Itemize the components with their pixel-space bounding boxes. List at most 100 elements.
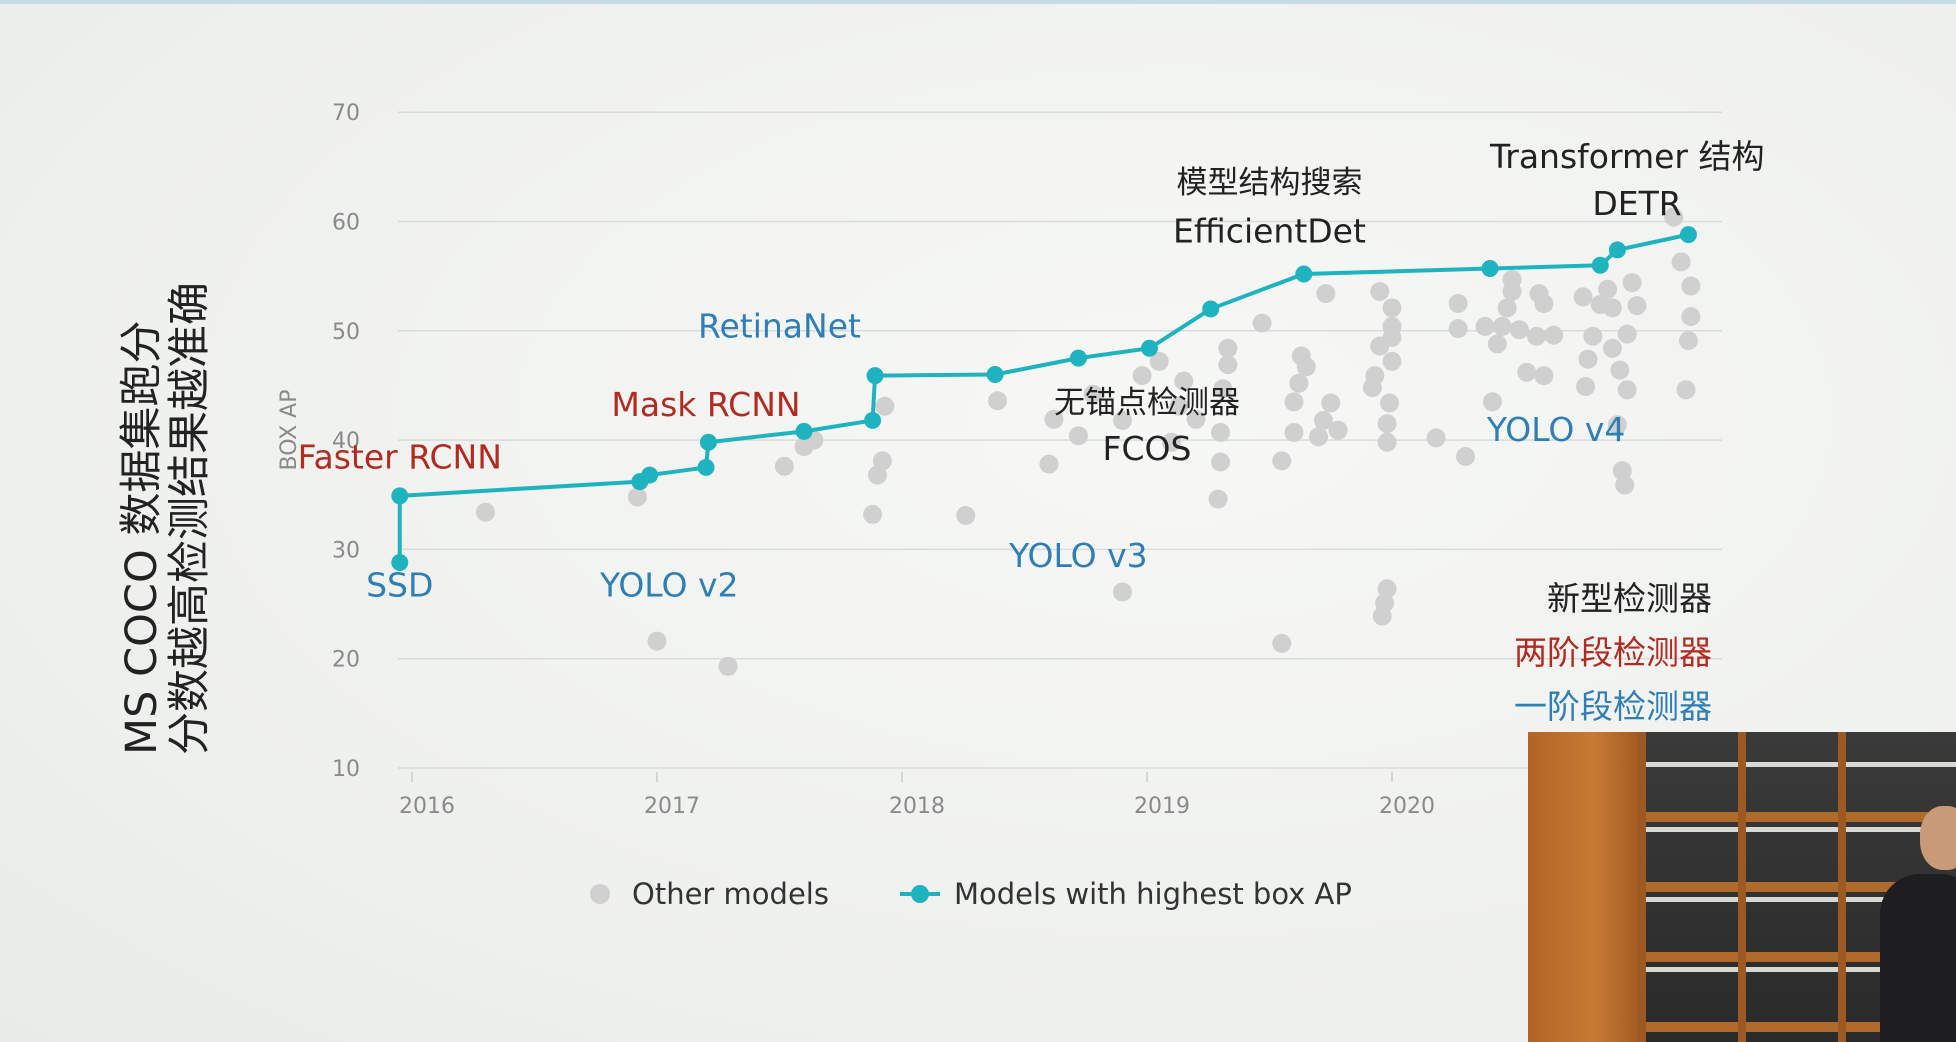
other-model-point: [1612, 461, 1632, 481]
other-model-point: [1186, 409, 1206, 429]
best-models-series: [391, 226, 1697, 572]
category-legend-item: 新型检测器: [1547, 579, 1712, 618]
best-model-point: [1591, 256, 1609, 274]
series-legend: Other models Models with highest box AP: [590, 877, 1352, 911]
model-annotation: 模型结构搜索: [1177, 165, 1363, 201]
best-model-point: [866, 367, 884, 385]
model-annotation: YOLO v4: [1486, 410, 1626, 449]
other-models-points: [476, 207, 1701, 676]
best-model-point: [391, 554, 409, 572]
model-annotation: 无锚点检测器: [1054, 385, 1240, 421]
other-model-point: [1377, 579, 1397, 599]
other-model-point: [1603, 298, 1622, 318]
other-model-point: [1174, 371, 1194, 391]
other-model-point: [1448, 319, 1468, 339]
shelf-board: [1638, 882, 1956, 892]
y-tick-label: 10: [332, 757, 360, 782]
other-model-point: [1527, 326, 1547, 346]
other-model-point: [1509, 320, 1529, 340]
other-model-point: [1162, 432, 1181, 452]
other-model-point: [1544, 325, 1564, 345]
other-model-point: [1681, 276, 1701, 296]
other-model-point: [1382, 351, 1402, 371]
other-model-point: [1284, 392, 1304, 412]
x-tick-label: 2016: [399, 794, 455, 819]
best-model-point: [1069, 349, 1087, 367]
other-model-point: [1272, 633, 1292, 653]
other-model-point: [1583, 326, 1603, 346]
other-model-point: [988, 391, 1008, 411]
other-model-point: [1083, 384, 1103, 404]
top-accent-strip: [0, 0, 1956, 4]
shelf-board: [1638, 812, 1956, 822]
legend-best-label: Models with highest box AP: [954, 877, 1352, 911]
other-model-point: [1482, 392, 1502, 412]
other-model-point: [1218, 338, 1238, 358]
best-model-point: [1295, 265, 1313, 283]
other-model-point: [1607, 415, 1627, 435]
other-model-point: [1676, 380, 1696, 400]
y-axis-label: BOX AP: [277, 390, 302, 471]
other-model-point: [1039, 454, 1059, 474]
legend-best-marker: [911, 885, 929, 903]
y-tick-label: 40: [332, 429, 360, 454]
other-model-point: [1370, 281, 1390, 301]
other-model-point: [1211, 452, 1230, 472]
shelf-light: [1638, 967, 1956, 972]
model-annotation: Mask RCNN: [611, 385, 800, 424]
other-model-point: [1132, 366, 1152, 386]
shelf-board: [1638, 1022, 1956, 1032]
other-model-point: [1365, 366, 1385, 386]
other-model-point: [1671, 252, 1691, 272]
speaker-head: [1920, 806, 1956, 870]
other-model-point: [1678, 331, 1698, 351]
other-model-point: [1573, 287, 1593, 307]
category-legend-item: 一阶段检测器: [1514, 687, 1712, 726]
other-model-point: [1534, 366, 1554, 386]
model-annotation: Transformer 结构: [1489, 137, 1765, 176]
other-model-point: [875, 396, 895, 416]
axes: BOX AP 10 20 30 40 50 60 70 2016 2017 2018 2019 202…: [277, 101, 1435, 819]
model-annotation: FCOS: [1103, 429, 1192, 468]
other-model-point: [1380, 393, 1400, 413]
other-model-point: [718, 656, 738, 676]
other-model-point: [1284, 422, 1304, 442]
x-tick-label: 2018: [889, 794, 945, 819]
other-model-point: [1502, 269, 1522, 289]
other-model-point: [647, 631, 667, 651]
model-annotation: YOLO v2: [599, 565, 739, 604]
shelf-light: [1638, 827, 1956, 832]
other-model-point: [1252, 313, 1272, 333]
other-model-point: [1382, 316, 1402, 336]
shelf-light: [1638, 762, 1956, 767]
other-model-point: [1272, 451, 1292, 471]
other-model-point: [1316, 284, 1336, 304]
other-model-point: [1627, 296, 1647, 316]
other-model-point: [1615, 475, 1635, 495]
y-tick-label: 60: [332, 211, 360, 236]
other-model-point: [1375, 593, 1395, 613]
other-model-point: [1578, 349, 1598, 369]
y-tick-label: 50: [332, 320, 360, 345]
other-model-point: [1617, 324, 1637, 344]
speaker-video-inset: [1528, 732, 1956, 1042]
other-model-point: [863, 504, 883, 524]
other-model-point: [1169, 396, 1189, 416]
other-model-point: [1328, 420, 1348, 440]
other-model-point: [1377, 432, 1397, 452]
other-model-point: [1213, 379, 1233, 399]
other-model-point: [1068, 426, 1088, 446]
best-model-point: [1202, 300, 1220, 318]
other-model-point: [1218, 355, 1238, 375]
other-model-point: [1492, 316, 1512, 336]
model-annotation: EfficientDet: [1173, 211, 1366, 250]
other-model-point: [1664, 207, 1684, 227]
legend-other-label: Other models: [632, 877, 829, 911]
best-model-point: [864, 411, 882, 429]
y-tick-label: 30: [332, 538, 360, 563]
other-model-point: [1044, 409, 1064, 429]
model-annotation: Faster RCNN: [298, 438, 502, 477]
best-model-point: [795, 422, 813, 440]
best-model-point: [1608, 241, 1626, 259]
